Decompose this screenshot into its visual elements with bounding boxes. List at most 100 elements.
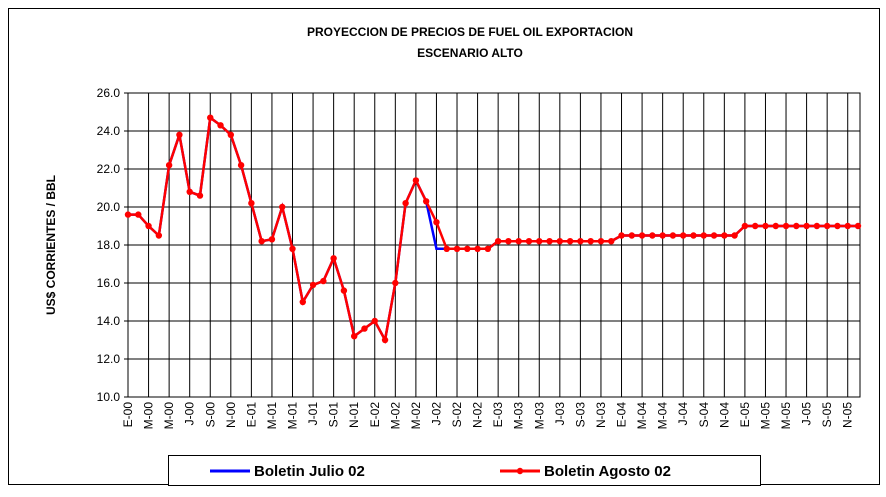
legend-marker: [516, 467, 524, 475]
marker: [834, 222, 841, 230]
x-tick-label: M-02: [409, 402, 423, 430]
marker: [772, 222, 779, 230]
marker: [453, 245, 461, 252]
y-tick-label: 20.0: [97, 200, 121, 214]
legend-box: [168, 455, 761, 486]
y-tick-label: 24.0: [97, 124, 121, 138]
y-tick-label: 22.0: [97, 162, 121, 176]
marker: [525, 238, 533, 245]
marker: [381, 336, 389, 344]
marker: [680, 232, 687, 239]
plot-border: [127, 92, 861, 398]
y-tick-label: 14.0: [97, 314, 121, 328]
marker: [371, 317, 378, 325]
marker: [330, 255, 337, 262]
x-tick-label: M-00: [162, 402, 176, 430]
marker: [577, 238, 584, 245]
x-tick-label: E-01: [244, 402, 258, 428]
x-tick-label: N-01: [347, 402, 361, 428]
marker: [710, 232, 718, 239]
marker: [402, 200, 409, 207]
marker: [721, 232, 728, 239]
x-tick-label: N-03: [594, 402, 608, 428]
y-axis-label: US$ CORRIENTES / BBL: [44, 175, 58, 315]
x-tick-label: J-05: [800, 402, 814, 426]
x-tick-label: J-04: [676, 402, 690, 426]
marker: [227, 131, 235, 138]
marker: [340, 287, 348, 294]
marker: [165, 162, 173, 169]
x-tick-label: S-05: [820, 402, 834, 428]
x-tick-label: M-04: [635, 402, 649, 430]
x-tick-label: N-02: [471, 402, 485, 428]
marker: [474, 245, 481, 252]
x-tick-label: E-04: [615, 402, 629, 428]
x-tick-label: J-01: [306, 402, 320, 426]
marker: [207, 114, 214, 121]
x-tick-label: M-05: [758, 402, 772, 430]
legend-label: Boletin Julio 02: [254, 463, 365, 480]
marker: [443, 245, 450, 252]
marker: [145, 222, 152, 230]
marker: [155, 232, 163, 239]
marker: [536, 238, 543, 245]
x-tick-label: M-00: [142, 402, 156, 430]
x-tick-label: J-03: [553, 402, 567, 426]
x-tick-label: J-02: [429, 402, 443, 426]
x-tick-label: S-00: [203, 402, 217, 428]
marker: [433, 219, 440, 226]
marker: [217, 122, 224, 129]
marker: [484, 245, 492, 252]
marker: [176, 131, 183, 138]
marker: [258, 238, 265, 245]
marker: [823, 222, 831, 230]
marker: [608, 238, 615, 245]
marker: [854, 222, 862, 230]
y-tick-label: 18.0: [97, 238, 121, 252]
marker: [309, 281, 317, 289]
x-tick-label: S-03: [573, 402, 587, 428]
x-tick-label: N-00: [224, 402, 238, 428]
marker: [350, 333, 358, 340]
marker: [135, 211, 142, 218]
chart-subtitle: ESCENARIO ALTO: [417, 46, 523, 60]
marker: [690, 232, 697, 239]
marker: [320, 277, 327, 285]
x-tick-label: S-01: [327, 402, 341, 428]
marker: [196, 192, 204, 199]
marker: [248, 200, 255, 207]
x-tick-label: N-04: [717, 402, 731, 428]
marker: [515, 238, 522, 245]
y-tick-label: 10.0: [97, 390, 121, 404]
marker: [844, 222, 851, 230]
x-tick-label: E-02: [368, 402, 382, 428]
marker: [782, 222, 790, 230]
x-tick-label: N-05: [841, 402, 855, 428]
marker: [494, 238, 502, 245]
marker: [659, 232, 666, 239]
legend-label: Boletin Agosto 02: [544, 463, 671, 480]
marker: [762, 222, 769, 230]
x-tick-label: S-02: [450, 402, 464, 428]
marker: [597, 238, 605, 245]
marker: [628, 232, 636, 239]
x-tick-label: E-00: [121, 402, 135, 428]
marker: [731, 232, 738, 239]
x-tick-label: J-00: [183, 402, 197, 426]
x-tick-label: M-01: [286, 402, 300, 430]
marker: [464, 245, 471, 252]
marker: [361, 325, 368, 332]
x-tick-label: S-04: [697, 402, 711, 428]
x-tick-label: E-05: [738, 402, 752, 428]
x-tick-label: E-03: [491, 402, 505, 428]
marker: [649, 232, 656, 239]
x-tick-label: M-01: [265, 402, 279, 430]
marker: [741, 222, 749, 230]
marker: [392, 279, 399, 287]
marker: [751, 222, 759, 230]
marker: [546, 238, 553, 245]
marker: [124, 211, 132, 218]
marker: [412, 177, 420, 184]
